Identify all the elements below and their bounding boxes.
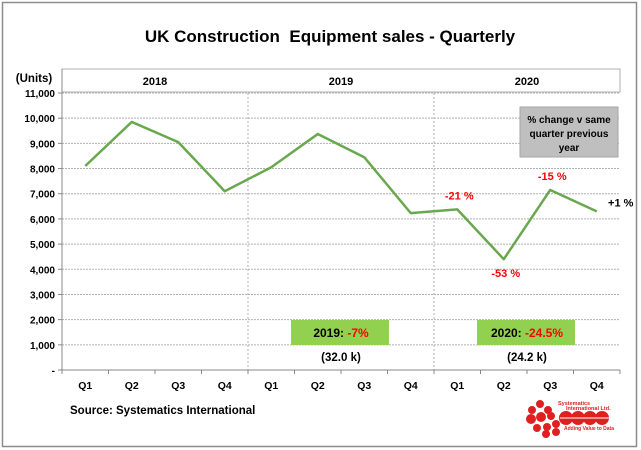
x-tick-label: Q3 bbox=[357, 380, 371, 392]
point-label: +1 % bbox=[608, 197, 634, 209]
svg-text:International Ltd.: International Ltd. bbox=[566, 406, 611, 412]
note-box-text: % change v same quarter previous year bbox=[527, 115, 611, 154]
year-label: 2018 bbox=[143, 76, 167, 88]
point-label: -21 % bbox=[445, 190, 474, 202]
y-tick-label: - bbox=[52, 366, 55, 377]
x-tick-label: Q2 bbox=[125, 380, 139, 392]
svg-text:Systematics: Systematics bbox=[558, 401, 590, 407]
y-tick-label: 11,000 bbox=[25, 89, 55, 100]
x-tick-label: Q4 bbox=[590, 380, 604, 392]
x-tick-label: Q1 bbox=[78, 380, 92, 392]
annual-change: -7% bbox=[347, 326, 369, 340]
note-box: % change v same quarter previous year bbox=[519, 106, 619, 158]
y-tick-label: 10,000 bbox=[24, 114, 55, 125]
y-tick-label: 2,000 bbox=[30, 316, 55, 327]
y-tick-label: 1,000 bbox=[30, 341, 55, 352]
y-axis-label: (Units) bbox=[16, 73, 53, 85]
point-label: -15 % bbox=[538, 171, 567, 183]
x-tick-label: Q4 bbox=[404, 380, 418, 392]
x-tick-label: Q3 bbox=[543, 380, 557, 392]
annual-year-label: 2019: bbox=[313, 326, 347, 340]
y-tick-label: 6,000 bbox=[30, 215, 55, 226]
year-label: 2020 bbox=[515, 76, 539, 88]
annual-total: (24.2 k) bbox=[507, 352, 547, 364]
svg-text:2019: -7%: 2019: -7% bbox=[313, 326, 369, 340]
source-label: Source: Systematics International bbox=[70, 405, 255, 417]
svg-text:Adding Value to Data: Adding Value to Data bbox=[564, 426, 614, 432]
point-label: -53 % bbox=[491, 268, 520, 280]
y-tick-label: 7,000 bbox=[30, 190, 55, 201]
annual-total: (32.0 k) bbox=[321, 352, 361, 364]
annual-change: -24.5% bbox=[525, 326, 563, 340]
x-tick-label: Q2 bbox=[311, 380, 325, 392]
annual-year-label: 2020: bbox=[491, 326, 525, 340]
y-tick-label: 4,000 bbox=[30, 265, 55, 276]
chart-title: UK Construction Equipment sales - Quarte… bbox=[145, 27, 516, 46]
svg-text:2020: -24.5%: 2020: -24.5% bbox=[491, 326, 563, 340]
y-tick-label: 9,000 bbox=[30, 139, 55, 150]
y-tick-label: 8,000 bbox=[30, 165, 55, 176]
x-tick-label: Q1 bbox=[264, 380, 278, 392]
series-line bbox=[84, 120, 598, 261]
x-tick-label: Q4 bbox=[218, 380, 232, 392]
annual-summary-box: 2020: -24.5% (24.2 k) bbox=[477, 320, 575, 364]
annual-summary-box: 2019: -7% (32.0 k) bbox=[291, 320, 389, 364]
x-tick-label: Q3 bbox=[171, 380, 185, 392]
y-tick-label: 5,000 bbox=[30, 240, 55, 251]
y-tick-label: 3,000 bbox=[30, 290, 55, 301]
year-label: 2019 bbox=[329, 76, 353, 88]
x-tick-label: Q1 bbox=[450, 380, 464, 392]
x-tick-label: Q2 bbox=[497, 380, 511, 392]
